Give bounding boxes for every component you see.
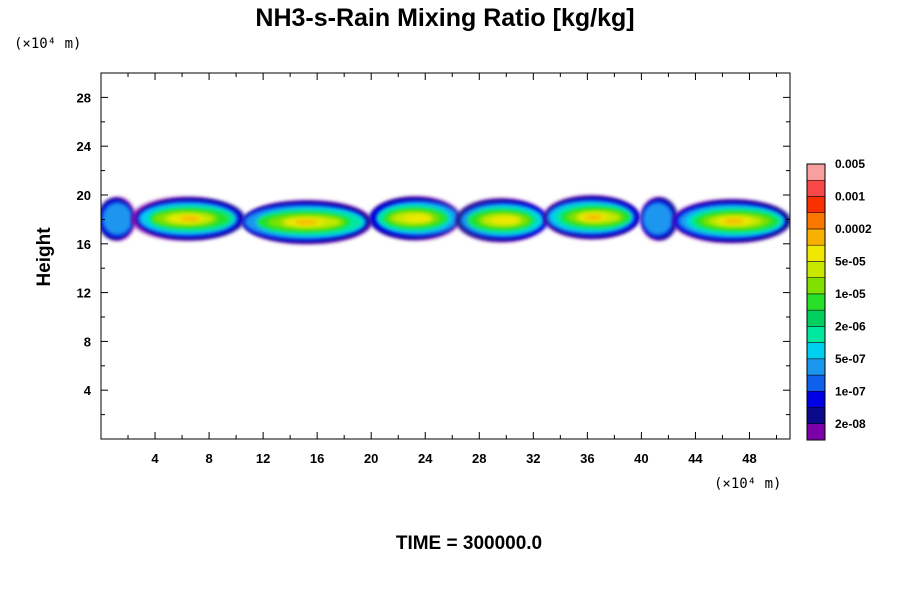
x-tick-label: 20: [364, 451, 378, 466]
y-axis-label: Height: [34, 227, 55, 287]
colorbar-swatch: [806, 374, 826, 392]
colorbar-label: 5e-07: [835, 352, 866, 366]
cloud-contour: [490, 216, 520, 225]
time-label: TIME = 300000.0: [396, 533, 542, 554]
cloud-contour: [180, 216, 200, 221]
chart-title: NH3-s-Rain Mixing Ratio [kg/kg]: [255, 4, 634, 32]
colorbar-label: 2e-08: [835, 417, 866, 431]
colorbar-frame: [806, 163, 826, 441]
colorbar-swatch: [806, 196, 826, 213]
x-tick-label: 32: [526, 451, 540, 466]
colorbar-swatch: [806, 342, 826, 360]
colorbar-swatch: [806, 212, 826, 230]
y-tick-label: 20: [77, 188, 91, 203]
x-tick-label: 28: [472, 451, 486, 466]
colorbar-swatch: [806, 244, 826, 262]
y-axis: 4 8 12 16 20 24 28: [77, 90, 790, 416]
x-axis: 4 8 12 16 20 24 28 32 36 40 44 48: [127, 73, 777, 466]
colorbar-swatch: [806, 179, 826, 197]
x-tick-label: 44: [688, 451, 703, 466]
cloud-contour: [723, 218, 745, 224]
x-tick-label: 4: [151, 451, 159, 466]
colorbar-swatch: [806, 293, 826, 311]
colorbar-swatch: [806, 309, 826, 327]
colorbar-swatch: [806, 228, 826, 246]
colorbar-swatch: [806, 277, 826, 295]
colorbar-label: 1e-07: [835, 384, 866, 398]
colorbar-swatch: [806, 163, 826, 181]
cloud-contour: [585, 215, 603, 220]
colorbar-swatch: [806, 423, 826, 441]
cloud-contour: [403, 214, 432, 223]
colorbar-label: 1e-05: [835, 287, 866, 301]
x-tick-label: 48: [742, 451, 756, 466]
y-tick-label: 24: [77, 139, 92, 154]
cloud-contour: [642, 202, 674, 236]
colorbar-swatch: [806, 261, 826, 278]
cloud-contour: [294, 219, 318, 225]
x-tick-label: 36: [580, 451, 594, 466]
x-tick-label: 8: [205, 451, 212, 466]
colorbar: 2e-08 1e-07 5e-07 2e-06 1e-05 5e-05 0.0002 0.00…: [806, 157, 872, 441]
y-tick-label: 8: [84, 334, 91, 349]
colorbar-swatch: [806, 407, 826, 425]
colorbar-label: 0.005: [835, 157, 865, 171]
y-unit-label: (×10⁴ m): [14, 36, 81, 52]
y-tick-label: 28: [77, 90, 91, 105]
y-tick-label: 4: [84, 383, 92, 398]
x-tick-label: 24: [418, 451, 433, 466]
x-tick-label: 40: [634, 451, 648, 466]
colorbar-label: 0.001: [835, 189, 865, 203]
colorbar-swatch: [806, 391, 826, 408]
x-unit-label: (×10⁴ m): [714, 476, 781, 492]
colorbar-label: 5e-05: [835, 254, 866, 268]
colorbar-label: 2e-06: [835, 319, 866, 333]
cloud-contour: [101, 202, 133, 236]
y-tick-label: 12: [77, 286, 91, 301]
colorbar-swatch: [806, 358, 826, 376]
x-tick-label: 16: [310, 451, 324, 466]
plot-frame: [100, 72, 791, 440]
cloud-field: [101, 195, 790, 244]
y-tick-label: 16: [77, 237, 91, 252]
colorbar-swatch: [806, 326, 826, 343]
colorbar-label: 0.0002: [835, 222, 872, 236]
x-tick-label: 12: [256, 451, 270, 466]
